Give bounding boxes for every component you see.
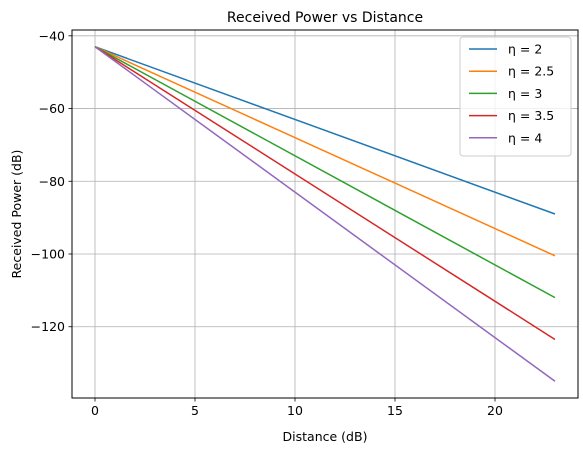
series-lines [94,46,556,382]
y-axis-label: Received Power (dB) [9,150,24,279]
legend-label: η = 2 [508,42,542,57]
y-tick-label: −100 [31,247,65,262]
series-line-5 [94,46,556,382]
y-tick-label: −120 [31,319,65,334]
legend: η = 2 η = 2.5 η = 3 η = 3.5 η = 4 [459,36,572,157]
y-tick-label: −80 [39,174,65,189]
legend-box [459,36,572,157]
x-tick-label: 15 [387,403,403,418]
plot-frame [71,29,579,399]
axis-ticks: 0 5 10 15 20 −120 −100 −80 −60 −40 [31,28,503,418]
legend-label: η = 3.5 [508,108,554,123]
x-tick-label: 10 [287,403,303,418]
legend-label: η = 4 [508,130,542,145]
series-line-1 [94,46,556,215]
x-tick-label: 20 [487,403,503,418]
legend-label: η = 3 [508,86,542,101]
legend-label: η = 2.5 [508,64,554,79]
y-tick-label: −40 [39,28,65,43]
x-tick-label: 0 [91,403,99,418]
x-tick-label: 5 [191,403,199,418]
series-line-3 [94,46,556,299]
x-axis-label: Distance (dB) [283,429,368,444]
chart-title: Received Power vs Distance [227,10,423,26]
y-tick-label: −60 [39,101,65,116]
series-line-2 [94,46,556,257]
series-line-4 [94,46,556,341]
